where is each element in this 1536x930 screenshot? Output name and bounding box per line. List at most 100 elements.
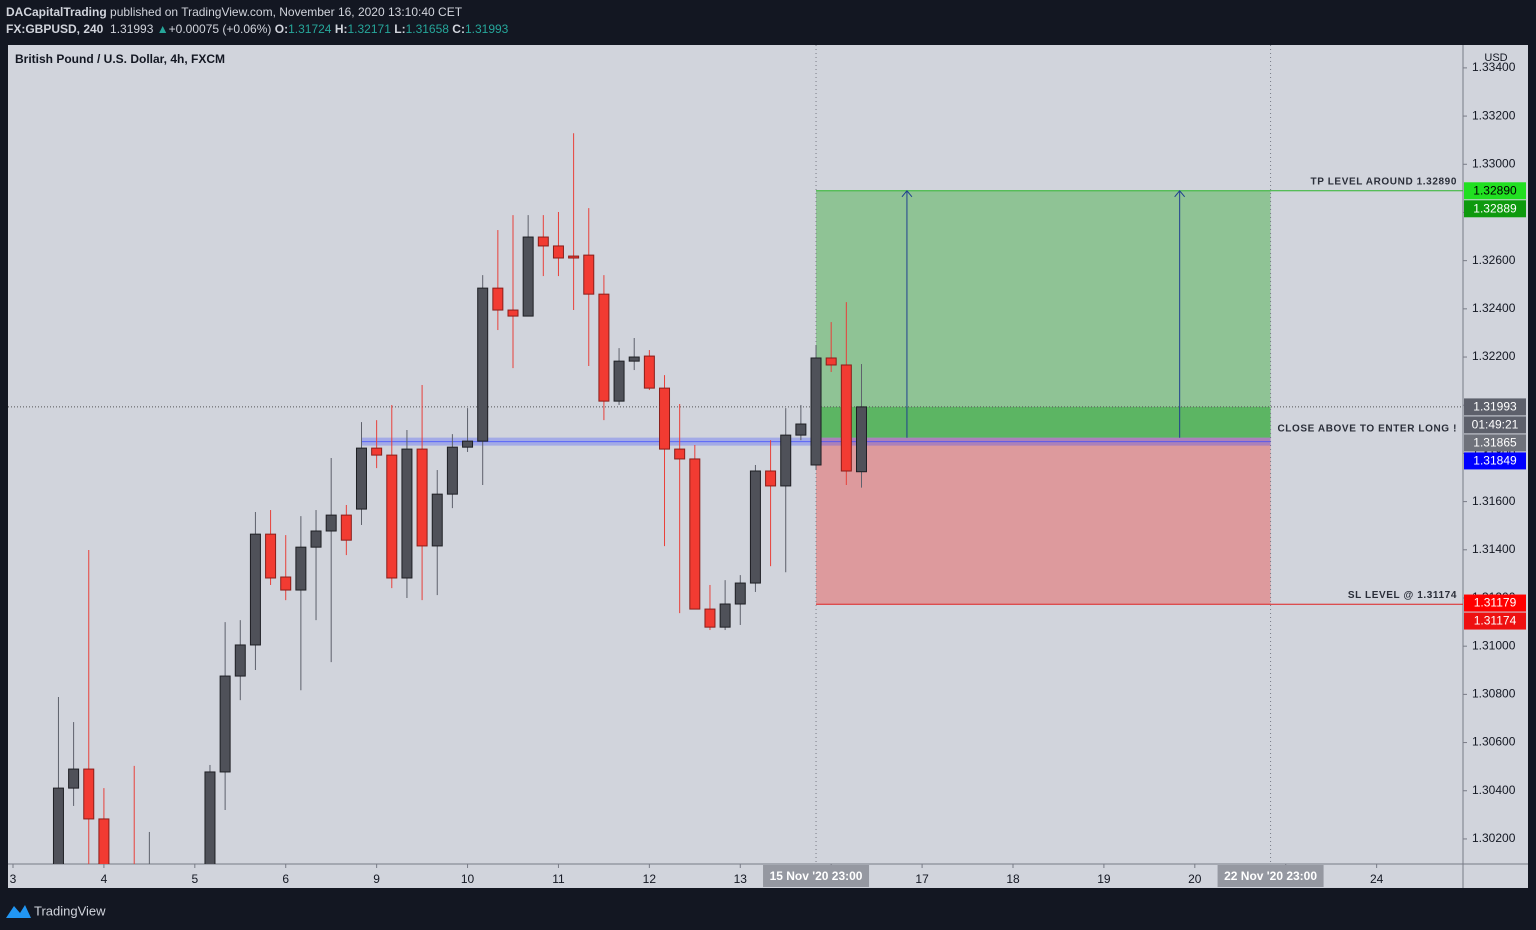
candle-body — [83, 768, 95, 820]
published: published on TradingView.com, November 1… — [110, 5, 463, 19]
candle-body — [507, 309, 519, 317]
price-tag-label: 1.31849 — [1473, 454, 1517, 468]
x-tick-label: 10 — [461, 872, 475, 886]
change: +0.00075 (+0.06%) — [168, 22, 272, 36]
price-tag — [1464, 200, 1526, 218]
target-arrow-head — [1174, 189, 1186, 198]
currency: USD — [1484, 52, 1507, 64]
x-tick-label: 24 — [1370, 872, 1384, 886]
candle-body — [416, 448, 428, 547]
y-tick-label: 1.31400 — [1472, 542, 1516, 556]
countdown: 01:49:21 — [1472, 418, 1519, 432]
header-line-2: FX:GBPUSD, 240 1.31993 ▲+0.00075 (+0.06%… — [6, 21, 508, 38]
symbol: FX:GBPUSD, 240 — [6, 22, 104, 36]
candle-body — [68, 768, 80, 789]
chart-background — [8, 45, 1528, 888]
plot — [8, 45, 1463, 911]
price-tag-label: 1.32889 — [1473, 201, 1517, 215]
candle-body — [431, 493, 443, 547]
author: DACapitalTrading — [6, 5, 107, 19]
currency-bg — [1470, 48, 1522, 70]
y-tick-label: 1.33200 — [1472, 108, 1516, 122]
price-tag — [1464, 434, 1526, 452]
candle-body — [749, 470, 761, 584]
price-tag — [1464, 612, 1526, 630]
candle-body — [825, 357, 837, 366]
x-tick-label: 9 — [373, 872, 380, 886]
y-tick-label: 1.30200 — [1472, 831, 1516, 845]
l-value: 1.31658 — [405, 22, 449, 36]
price-tag — [1464, 182, 1526, 200]
candle-body — [204, 771, 216, 864]
target-arrow-head — [901, 189, 913, 198]
candle-body — [477, 287, 489, 442]
last-price: 1.31993 — [110, 22, 154, 36]
candle-body — [371, 447, 383, 456]
candle-body — [295, 546, 307, 591]
candle-body — [689, 458, 701, 610]
x-tick-label: 18 — [1006, 872, 1020, 886]
candle-body — [492, 287, 504, 311]
x-tick-label: 12 — [643, 872, 657, 886]
candle-body — [598, 293, 610, 402]
candle-body — [643, 355, 655, 389]
x-tick-label: 19 — [1097, 872, 1111, 886]
arrow: ▲ — [156, 22, 169, 36]
overlay: TP LEVEL AROUND 1.32890 CLOSE ABOVE TO EN… — [816, 176, 1463, 605]
candle-body — [659, 387, 671, 450]
y-tick-label: 1.30600 — [1472, 735, 1516, 749]
candle-body — [144, 899, 154, 911]
candle-body — [719, 603, 731, 628]
y-tick-label: 1.33000 — [1472, 156, 1516, 170]
candle-body — [219, 675, 231, 773]
candle-body — [780, 434, 792, 487]
header: DACapitalTrading published on TradingVie… — [6, 4, 508, 38]
time-tag — [763, 865, 870, 887]
c-label: C: — [452, 22, 465, 36]
o-label: O: — [274, 22, 289, 36]
c-value: 1.31993 — [464, 22, 509, 36]
o-value: 1.31724 — [288, 22, 332, 36]
x-tick-label: 17 — [915, 872, 929, 886]
candle-body — [401, 448, 413, 579]
countdown-bg — [1464, 416, 1526, 434]
x-tick-label: 6 — [282, 872, 289, 886]
candle-body — [734, 582, 746, 605]
candle-body — [568, 255, 580, 259]
price-tag-label: 1.31174 — [1474, 614, 1517, 628]
y-tick-label: 1.30800 — [1472, 687, 1516, 701]
open-profit — [816, 406, 1271, 438]
candle-body — [446, 446, 458, 495]
y-tick-label: 1.32600 — [1472, 253, 1516, 267]
time-tag — [1217, 865, 1324, 887]
legend-title: British Pound / U.S. Dollar, 4h, FXCM — [15, 52, 225, 66]
candle-body — [628, 356, 640, 362]
l-label: L: — [394, 22, 406, 36]
candle-body — [462, 440, 474, 448]
candle-body — [280, 576, 292, 591]
candle-body — [765, 470, 777, 487]
candle-body — [52, 787, 64, 864]
candle-body — [537, 236, 549, 247]
h-value: 1.32171 — [347, 22, 391, 36]
x-tick-label: 5 — [191, 872, 198, 886]
logo-icon — [6, 905, 31, 918]
y-tick-label: 1.31600 — [1472, 494, 1516, 508]
candle-body — [855, 406, 867, 473]
level-annotation: CLOSE ABOVE TO ENTER LONG ! — [1277, 423, 1457, 434]
candle-body — [840, 364, 852, 472]
level-annotation: SL LEVEL @ 1.31174 — [1348, 590, 1457, 601]
header-line-1: DACapitalTrading published on TradingVie… — [6, 4, 508, 21]
price-tag — [1464, 452, 1526, 470]
y-tick-label: 1.32200 — [1472, 349, 1516, 363]
candle-body — [552, 245, 564, 259]
candle-body — [583, 254, 595, 295]
candle-body — [265, 533, 277, 579]
candle-body — [310, 530, 322, 548]
brand: TradingView — [34, 903, 106, 918]
x-tick-label: 3 — [10, 872, 17, 886]
price-tag-label: 1.31865 — [1473, 436, 1517, 450]
candle-body — [613, 360, 625, 402]
price-tag — [1464, 594, 1526, 612]
